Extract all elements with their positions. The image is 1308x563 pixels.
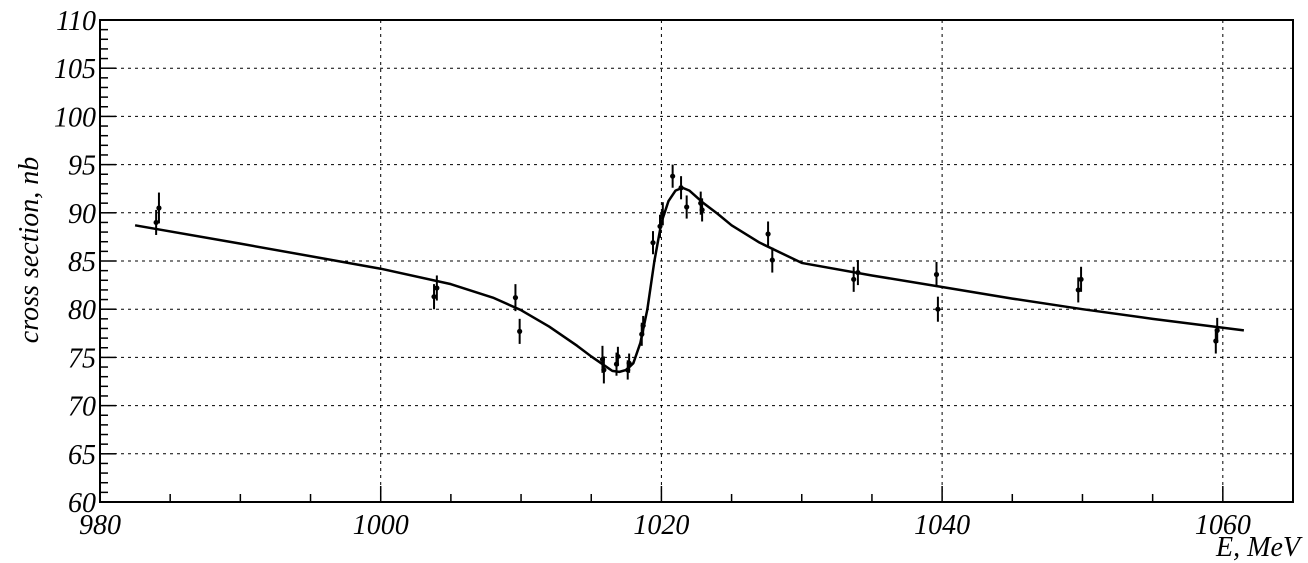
point-marker	[1214, 327, 1220, 334]
data-point	[650, 231, 656, 255]
point-marker	[657, 223, 663, 229]
data-point	[431, 284, 437, 310]
point-marker	[851, 276, 857, 282]
data-point	[660, 202, 666, 226]
point-marker	[517, 328, 523, 334]
point-marker	[684, 204, 690, 210]
fit-curve	[134, 186, 1245, 374]
point-marker	[601, 367, 607, 373]
data-point	[156, 192, 162, 224]
data-point	[670, 164, 676, 188]
y-tick-label: 100	[54, 102, 96, 133]
point-marker	[650, 240, 656, 246]
grid-lines	[100, 20, 1293, 502]
data-point	[1078, 266, 1084, 292]
point-marker	[615, 353, 621, 360]
data-point	[851, 266, 857, 292]
x-tick-labels: 980 1000 1020 1040 1060	[79, 510, 1251, 541]
data-point	[517, 318, 523, 344]
data-point	[434, 275, 440, 301]
data-point	[935, 296, 941, 322]
y-tick-label: 60	[68, 488, 96, 519]
point-marker	[626, 360, 632, 366]
plot-frame	[99, 19, 1294, 503]
data-point	[153, 209, 159, 235]
point-marker	[153, 219, 159, 226]
point-marker	[1078, 276, 1084, 282]
data-point	[769, 247, 775, 273]
data-point	[601, 356, 607, 384]
data-point	[765, 221, 771, 247]
x-axis-label: E, MeV	[1215, 532, 1303, 563]
x-tick-label: 1000	[353, 510, 409, 541]
data-point	[684, 195, 690, 219]
point-marker	[431, 294, 437, 300]
x-tick-label: 1060	[1195, 510, 1251, 541]
y-tick-label: 70	[68, 392, 96, 423]
data-point	[1214, 317, 1220, 343]
y-tick-label: 95	[68, 151, 96, 182]
data-point	[626, 353, 632, 373]
data-points	[153, 164, 1220, 384]
y-tick-label: 65	[68, 440, 96, 471]
y-tick-labels: 60 65 70 75 80 85 90 95 100 105 110	[54, 6, 96, 519]
y-tick-label: 85	[68, 247, 96, 278]
y-tick-label: 105	[54, 54, 96, 85]
point-marker	[660, 211, 666, 217]
y-tick-label: 80	[68, 295, 96, 326]
point-marker	[765, 231, 771, 237]
point-marker	[678, 185, 684, 191]
point-marker	[855, 269, 861, 276]
x-tick-label: 980	[79, 510, 121, 541]
x-tick-label: 1020	[633, 510, 689, 541]
data-point	[657, 214, 663, 238]
point-marker	[434, 285, 440, 291]
y-tick-label: 75	[68, 343, 96, 374]
data-point	[933, 261, 940, 288]
x-tick-label: 1040	[914, 510, 970, 541]
point-marker	[935, 306, 941, 312]
data-point	[640, 315, 646, 336]
y-axis-label: cross section, nb	[14, 157, 45, 343]
point-marker	[512, 295, 519, 301]
point-marker	[769, 257, 775, 263]
point-marker	[670, 173, 676, 179]
point-marker	[156, 205, 162, 211]
data-point	[699, 198, 705, 222]
point-marker	[699, 207, 705, 213]
data-point	[1075, 277, 1081, 303]
point-marker	[640, 322, 646, 329]
point-marker	[933, 271, 940, 278]
data-point	[615, 346, 621, 367]
data-point	[678, 176, 684, 200]
data-point	[855, 260, 861, 286]
point-marker	[1075, 287, 1081, 293]
y-tick-label: 90	[68, 199, 96, 230]
data-point	[512, 284, 519, 312]
y-tick-label: 110	[56, 6, 96, 37]
